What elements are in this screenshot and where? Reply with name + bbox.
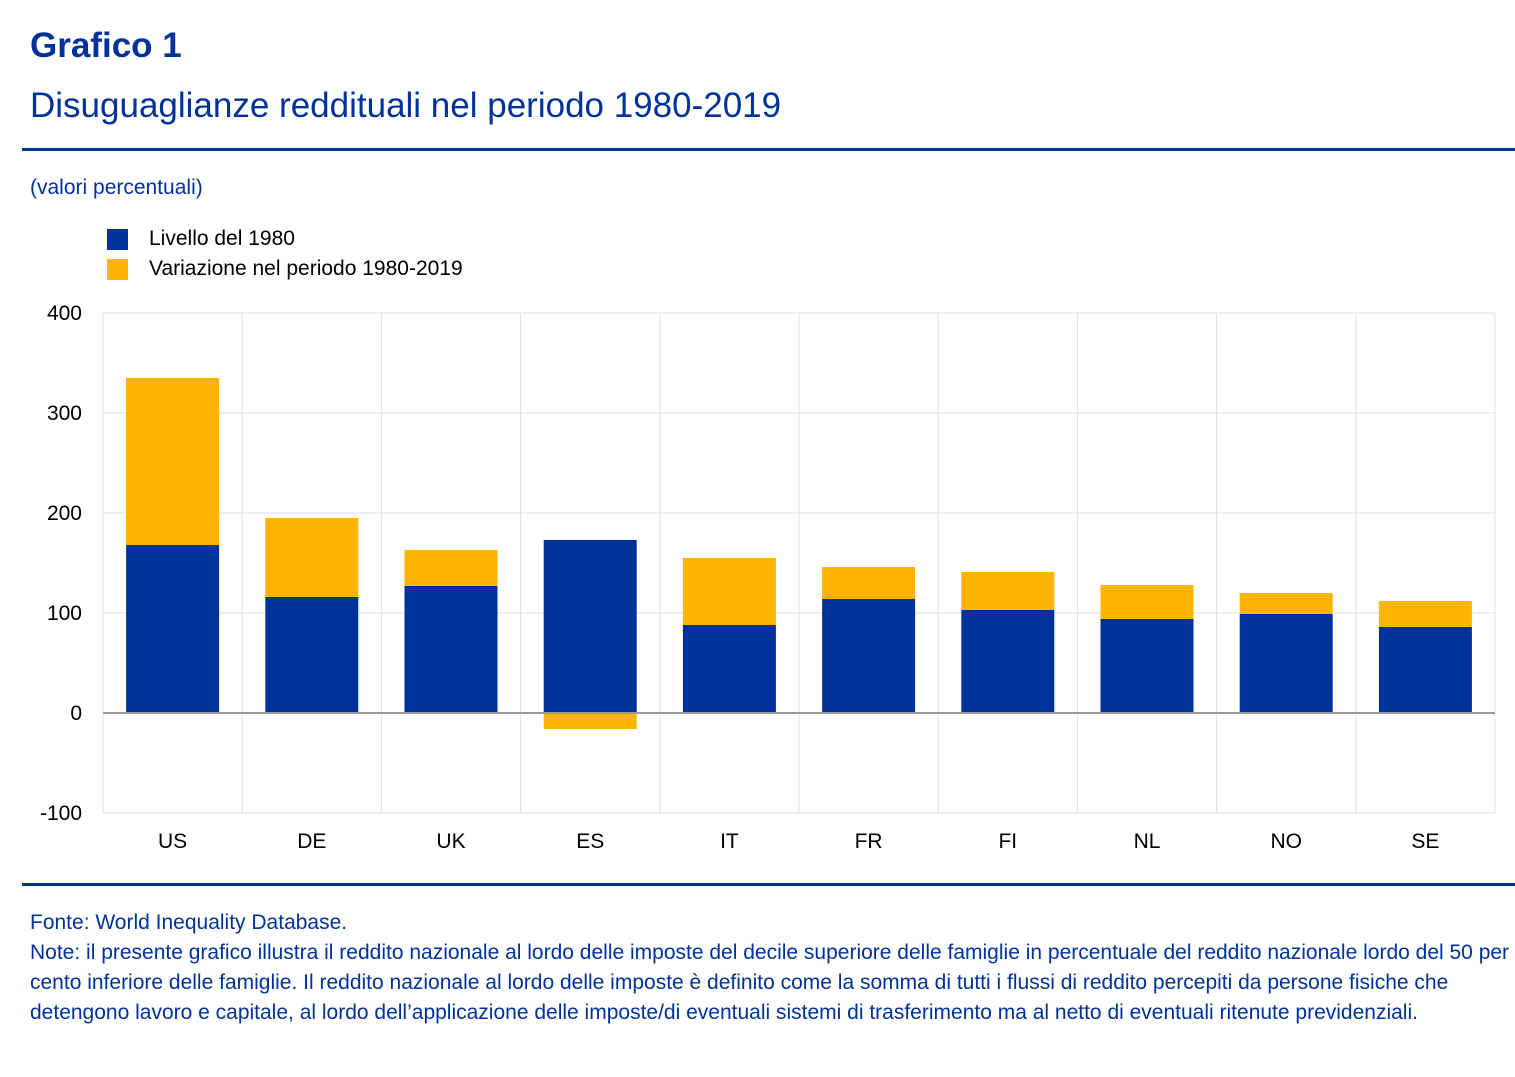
x-tick-label: DE bbox=[297, 830, 326, 853]
axis-labels: 400 300 200 100 0 -100 US DE UK ES IT FR FI NL NO SE bbox=[40, 302, 1439, 853]
explanatory-note: Note: il presente grafico illustra il re… bbox=[30, 941, 1510, 1024]
unit-label: (valori percentuali) bbox=[30, 176, 203, 199]
bar-fr-change-1980-2019 bbox=[822, 567, 916, 599]
x-tick-label: FI bbox=[998, 830, 1017, 853]
legend-label: Livello del 1980 bbox=[149, 227, 295, 250]
chart-title: Grafico 1 bbox=[30, 26, 182, 65]
legend-item-change-1980-2019: Variazione nel periodo 1980-2019 bbox=[107, 257, 463, 281]
bar-fr-level-1980 bbox=[822, 599, 916, 713]
bar-uk-level-1980 bbox=[404, 586, 498, 713]
x-tick-label: ES bbox=[576, 830, 604, 853]
x-tick-label: FR bbox=[855, 830, 883, 853]
source-note: Fonte: World Inequality Database. bbox=[30, 911, 348, 934]
gridlines bbox=[102, 312, 1496, 814]
bar-no-level-1980 bbox=[1239, 614, 1333, 713]
x-tick-label: NO bbox=[1270, 830, 1302, 853]
y-tick-label: 100 bbox=[47, 602, 82, 625]
bar-chart: 400 300 200 100 0 -100 US DE UK ES IT FR FI NL NO SE bbox=[40, 302, 1496, 853]
bottom-divider bbox=[22, 883, 1515, 886]
bar-uk-change-1980-2019 bbox=[404, 550, 498, 586]
x-tick-label: SE bbox=[1411, 830, 1439, 853]
bar-se-level-1980 bbox=[1378, 627, 1472, 713]
bar-de-change-1980-2019 bbox=[265, 518, 359, 597]
legend-swatch-blue bbox=[107, 228, 128, 250]
bar-it-change-1980-2019 bbox=[682, 558, 776, 625]
bar-fi-level-1980 bbox=[961, 610, 1055, 713]
legend-swatch-yellow bbox=[107, 258, 128, 280]
bar-us-change-1980-2019 bbox=[126, 378, 220, 545]
bar-es-change-1980-2019 bbox=[543, 713, 637, 729]
bar-nl-change-1980-2019 bbox=[1100, 585, 1194, 619]
x-tick-label: IT bbox=[720, 830, 739, 853]
bar-no-change-1980-2019 bbox=[1239, 593, 1333, 614]
bar-de-level-1980 bbox=[265, 597, 359, 713]
bar-se-change-1980-2019 bbox=[1378, 601, 1472, 627]
x-tick-label: US bbox=[158, 830, 187, 853]
footer: Fonte: World Inequality Database. Note: … bbox=[30, 908, 1510, 1028]
y-tick-label: 200 bbox=[47, 502, 82, 525]
y-tick-label: 400 bbox=[47, 302, 82, 325]
bar-nl-level-1980 bbox=[1100, 619, 1194, 713]
bar-it-level-1980 bbox=[682, 625, 776, 713]
y-tick-label: 0 bbox=[70, 702, 82, 725]
bar-es-level-1980 bbox=[543, 540, 637, 713]
legend-item-level-1980: Livello del 1980 bbox=[107, 227, 295, 251]
top-divider bbox=[22, 148, 1515, 151]
x-tick-label: UK bbox=[436, 830, 465, 853]
bars bbox=[126, 378, 1472, 729]
chart-subtitle: Disuguaglianze reddituali nel periodo 19… bbox=[30, 86, 782, 125]
bar-fi-change-1980-2019 bbox=[961, 572, 1055, 610]
y-tick-label: -100 bbox=[40, 802, 82, 825]
legend-label: Variazione nel periodo 1980-2019 bbox=[149, 257, 463, 280]
bar-us-level-1980 bbox=[126, 545, 220, 713]
x-tick-label: NL bbox=[1134, 830, 1161, 853]
y-tick-label: 300 bbox=[47, 402, 82, 425]
